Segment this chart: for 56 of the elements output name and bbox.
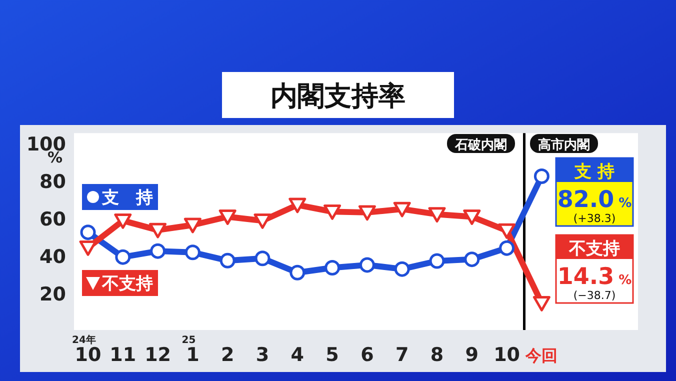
data-label: 82.0 % [557,187,632,213]
point [254,250,270,266]
x-tick-label: 4 [290,344,304,366]
point [463,210,481,225]
y-tick-label: 60 [40,208,66,230]
point [428,207,446,223]
y-tick-label: 40 [40,246,66,268]
annotation: 石破内閣 [454,138,507,153]
point [114,213,132,229]
x-tick-label: 今回 [524,346,558,365]
y-tick-label: 20 [40,284,66,306]
x-tick-label: 25 1 [182,335,200,366]
x-tick-label: 24年 10 [72,334,102,366]
text: 不支持 [568,239,620,259]
x-tick-label: 2 [220,344,234,366]
x-tick-label: 11 [110,344,136,366]
point [359,257,375,273]
x-tick-label: 10 [494,344,520,366]
point [532,296,550,312]
point [498,223,516,239]
point [429,253,445,269]
point [254,213,272,229]
text: (+38.3) [573,212,616,225]
annotation: 高市内閣 [538,137,590,153]
x-tick-label: 7 [395,344,409,366]
point [80,224,96,240]
point [150,243,166,259]
point [324,204,342,220]
chart-title: 内閣支持率 [270,81,406,112]
x-tick-label: 3 [256,344,270,366]
point [149,222,167,238]
point [218,210,236,225]
point [115,249,131,265]
series-label: 不支持 [101,274,153,294]
x-tick-label: 6 [360,344,374,366]
point [534,168,550,184]
point [324,260,340,276]
point [288,198,306,214]
x-tick-label: 12 [144,344,172,366]
text: (−38.7) [573,289,616,302]
data-label: 14.3 % [557,264,632,290]
point [393,202,411,218]
x-tick-label: 9 [465,344,479,366]
x-tick-label: 8 [430,344,444,366]
point [290,264,306,280]
point [499,240,515,256]
point [464,252,480,268]
point [358,205,376,221]
point [184,244,200,260]
text: 支 持 [574,162,614,182]
point [184,218,202,234]
y-tick-label: 80 [40,171,66,193]
series-label: 支 持 [101,188,153,208]
point [220,252,236,268]
x-tick-label: 5 [326,344,339,366]
point [394,261,410,277]
